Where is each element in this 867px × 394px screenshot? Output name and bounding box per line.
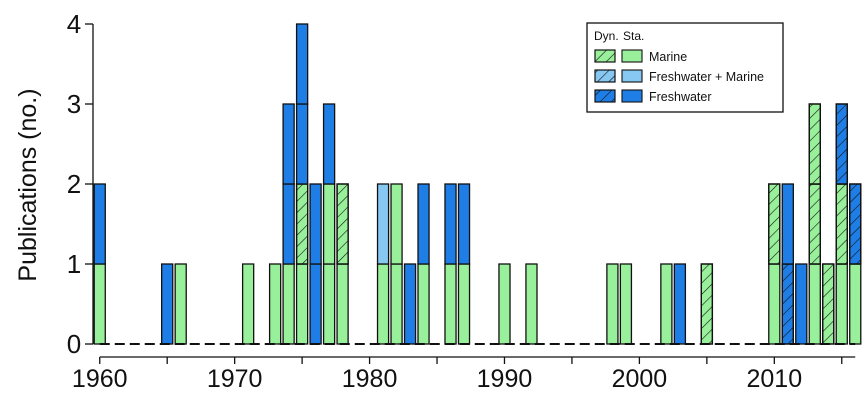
bar-1981-seg-1 — [376, 263, 390, 345]
legend-swatch-sta-1 — [621, 49, 643, 63]
bar-1976-seg-1 — [309, 263, 322, 345]
bar-1983-seg-1 — [403, 263, 417, 345]
y-tick-label-1: 1 — [67, 249, 81, 279]
bar-2002-seg-1 — [660, 263, 673, 345]
x-tick-label-1990: 1990 — [477, 365, 533, 393]
y-tick-label-3: 3 — [67, 89, 81, 119]
bar-2015-seg-1 — [835, 263, 848, 345]
bar-1987-seg-1 — [457, 263, 471, 345]
bar-1965-seg-1 — [161, 263, 174, 345]
bar-1966-seg-1 — [174, 263, 187, 345]
bar-1998-seg-1 — [606, 263, 619, 345]
legend-label-1: Marine — [649, 50, 687, 64]
legend-swatch-sta-3 — [621, 89, 643, 103]
bar-2010-seg-1 — [768, 263, 781, 345]
bar-1982-seg-2 — [390, 183, 403, 265]
bar-2014-seg-1-hatch — [822, 263, 835, 345]
bar-2010-seg-2-hatch — [768, 183, 781, 265]
y-tick-label-2: 2 — [67, 169, 81, 199]
bar-1978-seg-2-hatch — [336, 183, 349, 265]
bar-2013-seg-2-hatch — [808, 183, 821, 265]
bar-2015-seg-2-hatch — [835, 183, 848, 265]
bar-1984-seg-2 — [417, 183, 430, 265]
bar-1960-seg-2 — [93, 183, 106, 265]
legend-header-dyn: Dyn. — [594, 29, 619, 43]
bar-2013-seg-1 — [808, 263, 821, 345]
legend-header-sta: Sta. — [623, 29, 644, 43]
legend: Dyn. Sta. Marine Freshwater + Marine Freshwa… — [586, 22, 784, 113]
x-tick-label-2010: 2010 — [746, 365, 802, 393]
bar-1977-seg-1 — [322, 263, 336, 345]
legend-swatch-dyn-hatch-1 — [594, 49, 616, 63]
legend-label-3: Freshwater — [649, 90, 712, 104]
bar-1960-seg-1 — [93, 263, 106, 345]
bar-1973-seg-1 — [268, 263, 282, 345]
bar-1975-seg-3 — [295, 103, 309, 185]
bar-2016-seg-2-hatch — [849, 183, 862, 265]
x-tick-label-1970: 1970 — [207, 365, 263, 393]
bar-1982-seg-1 — [390, 263, 403, 345]
bar-1976-seg-2 — [309, 183, 322, 265]
legend-swatch-dyn-hatch-2 — [594, 69, 616, 83]
bars-layer — [93, 23, 862, 345]
y-tick-label-0: 0 — [67, 329, 81, 359]
bar-2005-seg-1-hatch — [700, 263, 714, 345]
bar-1975-seg-4 — [295, 23, 309, 105]
y-tick-label-4: 4 — [67, 9, 81, 39]
bar-1984-seg-1 — [417, 263, 430, 345]
bar-2011-seg-2 — [781, 183, 794, 265]
bar-1975-seg-2-hatch — [295, 183, 309, 265]
bar-2015-seg-3-hatch — [835, 103, 848, 185]
bar-1977-seg-2 — [322, 183, 336, 265]
bar-1999-seg-1 — [619, 263, 633, 345]
axes-layer: 0 1 2 3 4 1960 1970 1980 1990 2000 2010 — [67, 9, 856, 393]
bar-1975-seg-1 — [295, 263, 309, 345]
y-axis-label: Publications (no.) — [14, 88, 42, 281]
legend-swatch-dyn-hatch-3 — [594, 89, 616, 103]
bar-1974-seg-2 — [282, 183, 295, 265]
bar-1987-seg-2 — [457, 183, 471, 265]
x-tick-label-2000: 2000 — [612, 365, 668, 393]
bar-2012-seg-1 — [795, 263, 808, 345]
x-tick-label-1980: 1980 — [342, 365, 398, 393]
legend-swatch-sta-2 — [621, 69, 643, 83]
bar-1986-seg-1 — [444, 263, 457, 345]
bar-2016-seg-1 — [849, 263, 862, 345]
bar-2003-seg-1 — [673, 263, 687, 345]
bar-2011-seg-1-hatch — [781, 263, 794, 345]
bar-1986-seg-2 — [444, 183, 457, 265]
legend-box — [586, 22, 784, 113]
bar-1992-seg-1 — [525, 263, 538, 345]
x-tick-label-1960: 1960 — [72, 365, 128, 393]
bar-1971-seg-1 — [241, 263, 255, 345]
bar-1981-seg-2 — [376, 183, 390, 265]
legend-label-2: Freshwater + Marine — [649, 70, 764, 84]
bar-1978-seg-1 — [336, 263, 349, 345]
bar-2013-seg-3-hatch — [808, 103, 821, 185]
bar-1974-seg-1 — [282, 263, 295, 345]
bar-1974-seg-3 — [282, 103, 295, 185]
bar-1990-seg-1 — [498, 263, 511, 345]
bar-1977-seg-3 — [322, 103, 336, 185]
